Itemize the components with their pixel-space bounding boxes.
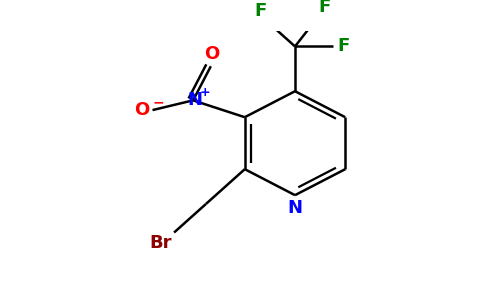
Text: N: N (188, 92, 203, 110)
Text: −: − (153, 95, 165, 109)
Text: +: + (200, 86, 211, 99)
Text: N: N (287, 199, 302, 217)
Text: F: F (254, 2, 266, 20)
Text: Br: Br (150, 234, 172, 252)
Text: O: O (204, 45, 219, 63)
Text: O: O (134, 101, 150, 119)
Text: F: F (337, 38, 349, 56)
Text: F: F (319, 0, 331, 16)
